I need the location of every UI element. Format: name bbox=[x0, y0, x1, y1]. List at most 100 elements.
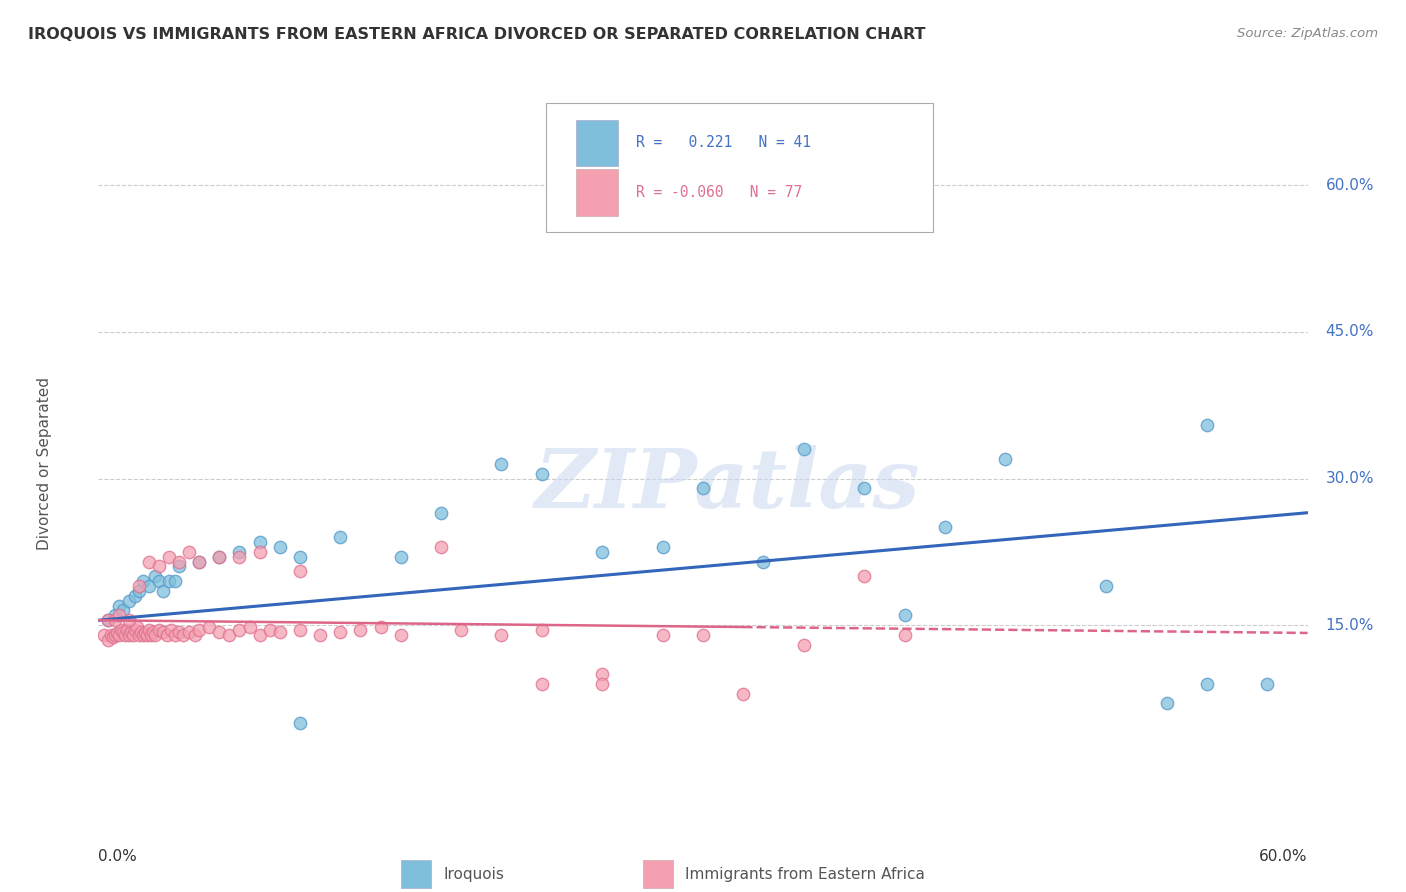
Point bbox=[167, 559, 190, 574]
Point bbox=[167, 624, 190, 639]
Point bbox=[107, 628, 129, 642]
Point bbox=[430, 506, 453, 520]
Point bbox=[100, 628, 122, 642]
Point bbox=[152, 583, 174, 598]
Text: 0.0%: 0.0% bbox=[98, 849, 138, 864]
Point bbox=[111, 603, 134, 617]
FancyBboxPatch shape bbox=[546, 103, 932, 232]
Point bbox=[1095, 579, 1118, 593]
Point bbox=[893, 628, 915, 642]
Point bbox=[128, 583, 150, 598]
Text: 60.0%: 60.0% bbox=[1326, 178, 1374, 193]
Point bbox=[259, 623, 281, 637]
Point bbox=[114, 628, 136, 642]
Text: Immigrants from Eastern Africa: Immigrants from Eastern Africa bbox=[685, 867, 925, 881]
Point bbox=[430, 540, 453, 554]
Point bbox=[125, 620, 148, 634]
Point bbox=[120, 624, 142, 639]
Point bbox=[115, 623, 138, 637]
Point bbox=[163, 574, 186, 589]
Point bbox=[163, 628, 186, 642]
Point bbox=[128, 579, 150, 593]
Point bbox=[370, 620, 392, 634]
Point bbox=[733, 687, 755, 701]
Point bbox=[288, 565, 311, 579]
Point bbox=[124, 589, 146, 603]
Text: 15.0%: 15.0% bbox=[1326, 617, 1374, 632]
Point bbox=[249, 545, 271, 559]
Point bbox=[651, 540, 673, 554]
Point bbox=[651, 628, 673, 642]
Point bbox=[692, 628, 714, 642]
Point bbox=[103, 608, 125, 623]
Point bbox=[160, 623, 183, 637]
Point bbox=[188, 623, 211, 637]
Point bbox=[450, 623, 472, 637]
Point bbox=[198, 620, 221, 634]
Point bbox=[269, 624, 291, 639]
Point bbox=[148, 623, 170, 637]
Point bbox=[349, 623, 371, 637]
Point bbox=[793, 442, 815, 457]
Point bbox=[139, 628, 162, 642]
Point bbox=[218, 628, 240, 642]
Point bbox=[530, 467, 553, 481]
Point bbox=[97, 613, 120, 627]
Text: R = -0.060   N = 77: R = -0.060 N = 77 bbox=[637, 186, 803, 200]
Point bbox=[1156, 696, 1178, 710]
Point bbox=[132, 628, 155, 642]
Point bbox=[591, 677, 613, 691]
Point bbox=[103, 628, 125, 642]
Point bbox=[107, 599, 129, 613]
Point bbox=[288, 715, 311, 730]
Point bbox=[228, 545, 250, 559]
Point bbox=[177, 545, 201, 559]
Point bbox=[994, 452, 1017, 467]
Point bbox=[1195, 677, 1218, 691]
Point bbox=[138, 579, 160, 593]
Point bbox=[135, 628, 157, 642]
Text: Iroquois: Iroquois bbox=[443, 867, 503, 881]
Point bbox=[893, 608, 915, 623]
Point bbox=[389, 549, 412, 564]
Point bbox=[208, 549, 231, 564]
Point bbox=[134, 626, 156, 640]
Point bbox=[530, 677, 553, 691]
Point bbox=[228, 549, 250, 564]
Bar bbox=[576, 120, 619, 166]
Point bbox=[188, 555, 211, 569]
Point bbox=[329, 624, 352, 639]
Point bbox=[239, 620, 262, 634]
Point bbox=[208, 549, 231, 564]
Text: Source: ZipAtlas.com: Source: ZipAtlas.com bbox=[1237, 27, 1378, 40]
Bar bbox=[576, 169, 619, 216]
Point bbox=[148, 574, 170, 589]
Text: R =   0.221   N = 41: R = 0.221 N = 41 bbox=[637, 136, 811, 150]
Point bbox=[97, 632, 120, 647]
Point bbox=[934, 520, 956, 534]
Text: ZIPatlas: ZIPatlas bbox=[534, 445, 920, 525]
Point bbox=[93, 628, 115, 642]
Point bbox=[288, 549, 311, 564]
Point bbox=[129, 624, 152, 639]
Point bbox=[157, 574, 180, 589]
Point bbox=[184, 628, 207, 642]
Point bbox=[156, 628, 179, 642]
Point bbox=[157, 549, 180, 564]
Point bbox=[288, 623, 311, 637]
Point bbox=[1256, 677, 1278, 691]
Text: IROQUOIS VS IMMIGRANTS FROM EASTERN AFRICA DIVORCED OR SEPARATED CORRELATION CHA: IROQUOIS VS IMMIGRANTS FROM EASTERN AFRI… bbox=[28, 27, 925, 42]
Point bbox=[167, 555, 190, 569]
Point bbox=[121, 628, 143, 642]
Point bbox=[491, 628, 513, 642]
Point bbox=[118, 628, 141, 642]
Bar bbox=[401, 860, 430, 888]
Point bbox=[793, 638, 815, 652]
Text: 45.0%: 45.0% bbox=[1326, 325, 1374, 339]
Point bbox=[389, 628, 412, 642]
Point bbox=[143, 569, 166, 583]
Point bbox=[105, 626, 128, 640]
Text: 60.0%: 60.0% bbox=[1260, 849, 1308, 864]
Point bbox=[172, 628, 194, 642]
Point bbox=[591, 667, 613, 681]
